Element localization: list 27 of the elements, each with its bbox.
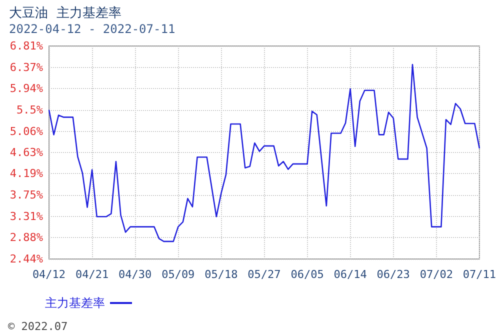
y-tick-label: 2.88% xyxy=(10,231,44,244)
line-series xyxy=(48,64,480,242)
x-tick-label: 04/12 xyxy=(32,268,66,281)
y-tick-label: 6.37% xyxy=(10,60,44,74)
chart-title: 大豆油 主力基差率 xyxy=(9,5,122,21)
x-tick-label: 06/23 xyxy=(376,268,410,281)
legend-label: 主力基差率 xyxy=(45,296,105,310)
x-tick-label: 07/11 xyxy=(462,268,496,281)
x-tick-label: 04/30 xyxy=(118,268,152,281)
y-tick-label: 5.5% xyxy=(16,103,44,116)
y-tick-label: 4.63% xyxy=(10,146,44,159)
y-tick-label: 5.06% xyxy=(10,124,44,138)
x-tick-label: 05/27 xyxy=(248,268,281,281)
x-tick-label: 04/21 xyxy=(75,268,109,281)
y-tick-label: 4.19% xyxy=(10,167,44,180)
x-tick-label: 07/02 xyxy=(420,268,453,281)
x-tick-label: 05/09 xyxy=(162,268,195,281)
x-tick-label: 06/14 xyxy=(334,268,368,281)
text: © 2022.07 xyxy=(8,320,68,333)
y-tick-label: 3.31% xyxy=(10,210,44,224)
y-tick-label: 3.75% xyxy=(10,188,44,202)
chart-subtitle: 2022-04-12 - 2022-07-11 xyxy=(9,22,176,36)
x-tick-label: 05/18 xyxy=(204,268,238,281)
y-tick-label: 5.94% xyxy=(10,82,44,95)
y-tick-label: 2.44% xyxy=(10,252,44,266)
y-tick-label: 6.81% xyxy=(10,40,44,52)
x-tick-label: 06/05 xyxy=(290,268,324,281)
